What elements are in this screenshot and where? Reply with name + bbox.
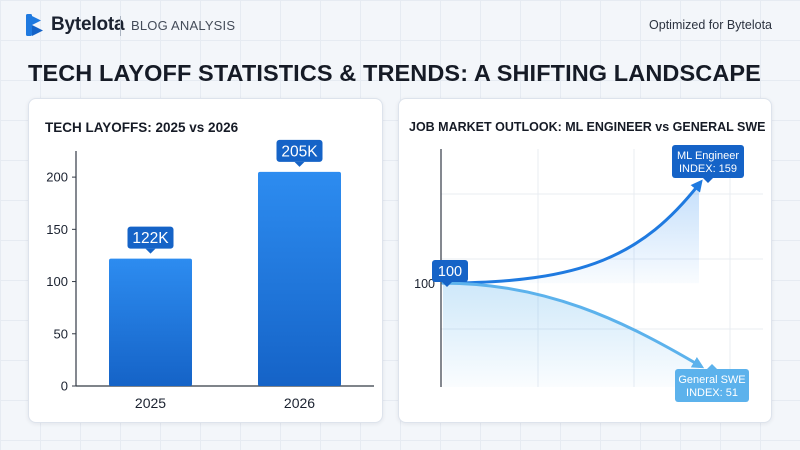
job-outlook-chart-card: JOB MARKET OUTLOOK: ML ENGINEER vs GENER…: [398, 98, 772, 423]
job-outlook-chart-title: JOB MARKET OUTLOOK: ML ENGINEER vs GENER…: [409, 120, 766, 134]
layoffs-chart-title: TECH LAYOFFS: 2025 vs 2026: [45, 120, 239, 135]
data-label-bubble: [127, 226, 174, 249]
series-end-value-general-swe: INDEX: 51: [686, 387, 738, 399]
layoffs-bar-chart: 0 50 100 150 200 2025 122K 2026 205K: [46, 139, 374, 411]
top-bar: Bytelota BLOG ANALYSIS Optimized for Byt…: [0, 0, 800, 50]
data-label: 122K: [132, 230, 169, 247]
start-label-bubble: [432, 260, 468, 282]
page-title: TECH LAYOFF STATISTICS & TRENDS: A SHIFT…: [28, 60, 761, 86]
bar-2025: [109, 258, 192, 386]
y-tick-label: 50: [54, 326, 68, 341]
data-label: 205K: [281, 143, 318, 160]
start-label-pointer: [442, 282, 452, 287]
tagline: Optimized for Bytelota: [649, 18, 772, 32]
end-label-pointer: [703, 178, 713, 183]
end-label-box-ml-engineer: [672, 145, 744, 178]
data-label-pointer: [294, 161, 305, 167]
end-label-box-general-swe: [675, 369, 749, 402]
series-end-value-ml-engineer: INDEX: 159: [679, 163, 737, 175]
y-tick-label: 100: [46, 274, 68, 289]
series-name-general-swe: General SWE: [678, 374, 745, 386]
end-label-pointer: [707, 364, 717, 369]
section-label: BLOG ANALYSIS: [131, 18, 236, 33]
data-label-bubble: [276, 139, 323, 162]
y-tick-label: 150: [46, 222, 68, 237]
series-area-ml-engineer: [443, 184, 699, 284]
header-divider: [120, 16, 121, 36]
data-label-pointer: [145, 248, 156, 254]
series-line-ml-engineer: [441, 179, 703, 285]
x-tick-label: 2025: [135, 395, 166, 411]
series-area-general-swe: [443, 283, 699, 387]
bytelota-logo-icon: [26, 14, 43, 36]
bar-2026: [258, 171, 341, 386]
series-name-ml-engineer: ML Engineer: [677, 150, 739, 162]
y-tick-label: 0: [61, 379, 68, 394]
y-tick-label: 100: [414, 277, 435, 291]
brand-name: Bytelota: [51, 14, 125, 35]
start-label: 100: [438, 264, 462, 280]
y-tick-label: 200: [46, 170, 68, 185]
x-tick-label: 2026: [284, 395, 315, 411]
layoffs-chart-card: TECH LAYOFFS: 2025 vs 2026 0 50 100 150 200 2…: [28, 98, 383, 423]
series-line-general-swe: [441, 281, 705, 369]
